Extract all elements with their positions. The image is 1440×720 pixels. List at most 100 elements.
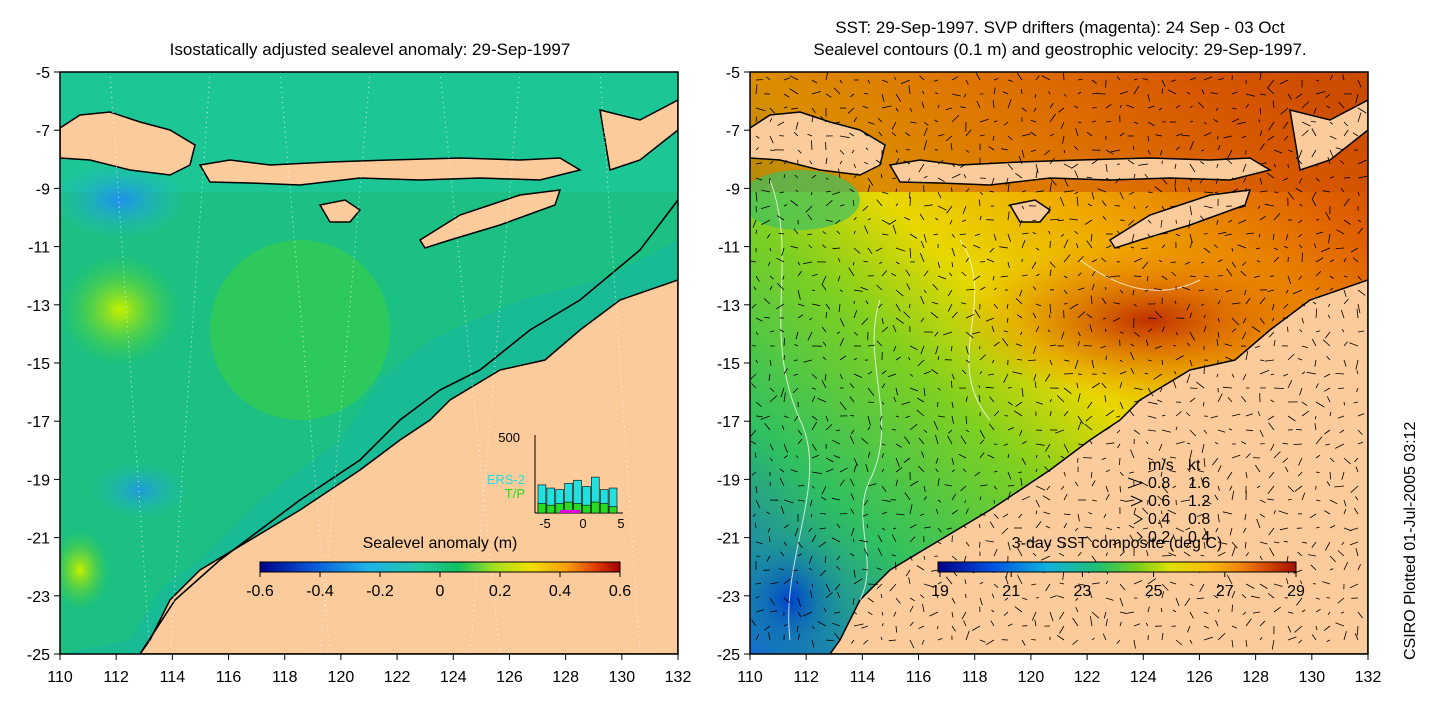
speed-legend-kt: 1.6 (1188, 475, 1210, 492)
left-shelf-contour (139, 369, 481, 654)
left-high-anomaly (60, 255, 180, 365)
right-x-tick-label: 132 (1355, 669, 1382, 686)
inset-legend-ers2: ERS-2 (487, 472, 525, 487)
left-colorbar-label: Sealevel anomaly (m) (363, 535, 518, 552)
speed-legend-ms: 0.4 (1148, 511, 1170, 528)
right-map-title-line2: Sealevel contours (0.1 m) and geostrophi… (813, 40, 1307, 59)
left-x-tick-label: 124 (440, 669, 467, 686)
right-y-tick-label: -17 (717, 414, 740, 431)
left-y-tick-label: -23 (27, 589, 50, 606)
right-y-tick-label: -21 (717, 531, 740, 548)
speed-legend-ms: 0.8 (1148, 475, 1170, 492)
colorbar-tick-label: 0.4 (549, 583, 571, 600)
right-sumba-island (1008, 199, 1052, 223)
speed-legend-ms: 0.6 (1148, 493, 1170, 510)
left-y-tick-label: -19 (27, 472, 50, 489)
inset-ymax-label: 500 (498, 430, 520, 445)
left-colorbar-bar (259, 561, 621, 573)
right-x-tick-label: 122 (1074, 669, 1101, 686)
left-x-tick-label: 122 (384, 669, 411, 686)
left-y-tick-label: -17 (27, 414, 50, 431)
left-y-tick-label: -9 (36, 181, 50, 198)
speed-legend-unit-kt: kt (1188, 457, 1201, 474)
left-y-tick-label: -5 (36, 65, 50, 82)
left-y-tick-label: -15 (27, 356, 50, 373)
right-colorbar-bar (937, 561, 1297, 573)
left-y-tick-label: -13 (27, 298, 50, 315)
right-x-tick-label: 130 (1298, 669, 1325, 686)
right-map (750, 72, 1368, 654)
left-y-tick-label: -11 (28, 240, 50, 257)
left-x-tick-label: 110 (47, 669, 73, 686)
right-x-tick-label: 124 (1130, 669, 1157, 686)
colorbar-tick-label: -0.4 (306, 583, 334, 600)
right-x-tick-label: 112 (793, 669, 819, 686)
colorbar-tick-label: 23 (1074, 583, 1092, 600)
right-x-tick-label: 120 (1018, 669, 1045, 686)
left-lesser-sunda-islands (198, 157, 582, 186)
right-y-tick-label: -23 (717, 589, 740, 606)
left-sumba-island (318, 199, 362, 223)
colorbar-tick-label: 29 (1287, 583, 1305, 600)
inset-x-tick-label: -5 (539, 516, 551, 531)
speed-legend-unit-ms: m/s (1148, 457, 1174, 474)
credit-text: CSIRO Plotted 01-Jul-2005 03:12 (1402, 421, 1419, 660)
right-colorbar-label: 3-day SST composite (deg C) (1012, 535, 1222, 552)
colorbar-tick-label: 25 (1145, 583, 1163, 600)
right-y-tick-label: -13 (717, 298, 740, 315)
colorbar-tick-label: 0 (436, 583, 445, 600)
left-timor-island (418, 189, 562, 249)
left-map (60, 72, 678, 654)
right-x-tick-label: 118 (962, 669, 988, 686)
left-y-tick-label: -7 (36, 123, 50, 140)
left-flores-island (599, 99, 678, 171)
inset-legend-tp: T/P (505, 486, 525, 501)
left-low-anomaly (60, 160, 190, 240)
right-y-tick-label: -11 (718, 240, 740, 257)
inset-bar-tp (546, 504, 556, 514)
inset-bar-tp (599, 503, 609, 514)
right-x-tick-label: 126 (1186, 669, 1213, 686)
left-x-tick-label: 130 (608, 669, 635, 686)
left-x-tick-label: 118 (272, 669, 298, 686)
right-y-tick-label: -15 (717, 356, 740, 373)
colorbar-tick-label: -0.2 (366, 583, 394, 600)
right-x-tick-label: 128 (1242, 669, 1269, 686)
right-cool-anomaly (750, 520, 860, 654)
inset-x-tick-label: 0 (579, 516, 586, 531)
speed-legend-kt: 1.2 (1188, 493, 1210, 510)
inset-bars (537, 476, 618, 514)
left-x-tick-label: 116 (216, 669, 242, 686)
inset-bar-tp (582, 504, 591, 514)
inset-bar-tp (591, 501, 600, 514)
speed-legend: m/s kt 0.8 1.60.6 1.20.4 0.80.2 0.4 (1127, 457, 1210, 546)
right-flores-island (1289, 99, 1368, 171)
speed-legend-arrow (1127, 477, 1144, 489)
inset-bar-tp (537, 503, 547, 514)
colorbar-tick-label: -0.6 (246, 583, 274, 600)
right-y-tick-label: -19 (717, 472, 740, 489)
right-y-tick-label: -7 (726, 123, 740, 140)
speed-legend-arrow (1136, 531, 1143, 543)
inset-histogram: 500 ERS-2 T/P -5 0 5 (487, 430, 625, 531)
left-x-tick-label: 132 (665, 669, 692, 686)
inset-bar-tp (555, 503, 564, 514)
left-x-tick-label: 120 (328, 669, 355, 686)
left-colorbar: Sealevel anomaly (m) -0.6 -0.4 -0.2 0 0.2 0.4… (246, 535, 631, 600)
right-x-tick-label: 114 (850, 669, 876, 686)
right-y-tick-label: -25 (717, 647, 740, 664)
right-sealevel-contours (769, 179, 1201, 641)
right-x-tick-label: 116 (906, 669, 932, 686)
speed-legend-ms: 0.2 (1148, 529, 1170, 546)
right-x-tick-label: 110 (737, 669, 763, 686)
speed-legend-kt: 0.8 (1188, 511, 1210, 528)
left-x-tick-label: 112 (103, 669, 129, 686)
colorbar-tick-label: 27 (1216, 583, 1234, 600)
left-y-tick-label: -21 (27, 531, 50, 548)
axes: 110 112 114 116 118 120 122 124 126 128 130 132 -5 -7… (27, 65, 1382, 686)
right-timor-island (1108, 189, 1252, 249)
colorbar-tick-label: 19 (931, 583, 949, 600)
left-x-tick-label: 126 (496, 669, 523, 686)
right-velocity-vectors (750, 72, 1368, 650)
speed-legend-arrow (1130, 495, 1144, 507)
